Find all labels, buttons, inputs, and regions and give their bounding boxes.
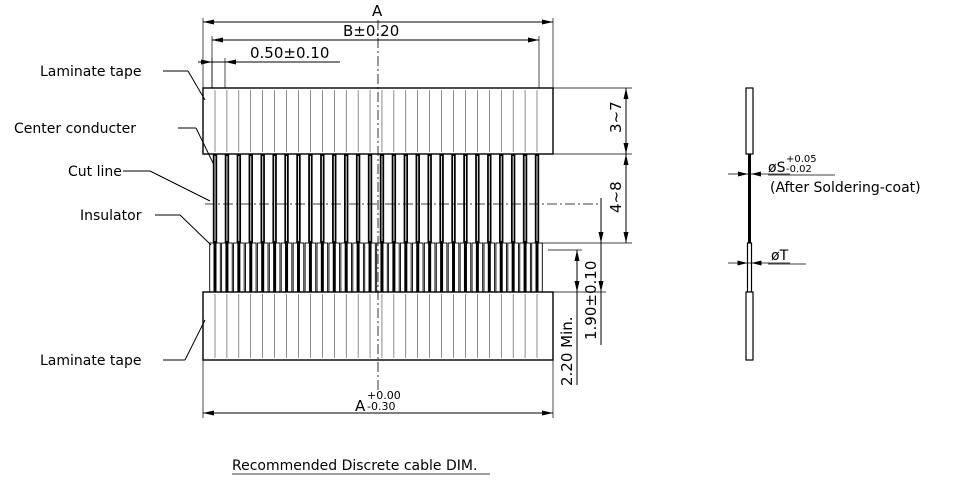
insulator-core [273,243,277,292]
label-laminate-tape-bottom: Laminate tape [40,353,141,369]
dimension-exposed-length-label: 4~8 [607,181,625,213]
insulator-band [209,242,543,293]
dimension-a-bottom-label: A [355,397,366,415]
insulator-core [320,243,324,292]
insulator-core [475,243,479,292]
callout-laminate-tape-top: Laminate tape [40,64,206,101]
insulator-core [440,243,444,292]
callout-cut-line: Cut line [68,164,211,202]
insulator-core [452,243,456,292]
insulator-core [296,243,300,292]
caption: Recommended Discrete cable DIM. [232,458,477,474]
dimension-a-top: A [202,2,554,88]
dimension-min-length-label: 2.20 Min. [558,316,576,386]
dimension-pitch-label: 0.50±0.10 [250,44,329,62]
insulator-core [368,243,372,292]
side-after-soldering-coat: (After Soldering-coat) [770,180,921,196]
insulator-core [344,243,348,292]
insulator-core [308,243,312,292]
conductor-strands [212,154,540,243]
callout-laminate-tape-bottom: Laminate tape [40,319,206,369]
dimension-pitch: 0.50±0.10 [198,44,340,88]
side-dimension-s-upper-tolerance: +0.05 [786,154,817,165]
dimension-a-bottom-lower-tolerance: -0.30 [367,400,395,413]
side-dimension-t: øT [771,248,789,264]
insulator-core [463,243,467,292]
insulator-core [499,243,503,292]
insulator-core [261,243,265,292]
insulator-core [332,243,336,292]
dimension-min-length: 2.20 Min. [548,249,582,386]
dimension-tape-height: 3~7 [553,87,632,155]
insulator-core [428,243,432,292]
insulator-core [523,243,527,292]
dimension-tape-height-label: 3~7 [607,101,625,133]
insulator-core [392,243,396,292]
dimension-a-bottom: A +0.00 -0.30 [202,360,554,418]
insulator-core [356,243,360,292]
label-center-conductor: Center conducter [14,121,136,137]
insulator-core [213,243,217,292]
insulator-core [535,243,539,292]
label-insulator: Insulator [80,208,142,224]
label-cut-line: Cut line [68,164,122,180]
label-laminate-tape-top: Laminate tape [40,64,141,80]
insulator-core [380,243,384,292]
dimension-insulator-length: 1.90±0.10 [540,243,606,345]
dimension-b-label: B±0.20 [343,22,399,40]
dimension-b: B±0.20 [211,22,540,88]
dimension-insulator-length-label: 1.90±0.10 [582,261,600,340]
front-view [202,20,600,392]
callout-center-conductor: Center conducter [14,121,215,166]
side-view: øS +0.05 -0.02 (After Soldering-coat) øT [728,87,921,361]
insulator-core [237,243,241,292]
dimension-exposed-length: 4~8 [540,154,632,244]
side-dimension-s-lower-tolerance: -0.02 [786,164,812,175]
insulator-core [416,243,420,292]
dimension-a-label: A [372,2,383,20]
callout-insulator: Insulator [80,208,212,246]
insulator-core [225,243,229,292]
insulator-core [285,243,289,292]
insulator-core [511,243,515,292]
insulator-core [487,243,491,292]
insulator-core [249,243,253,292]
tape-conductor-lines [214,90,538,358]
dimension-a-bottom-upper-tolerance: +0.00 [367,389,401,402]
insulator-core [404,243,408,292]
side-dimension-s: øS [768,160,786,176]
